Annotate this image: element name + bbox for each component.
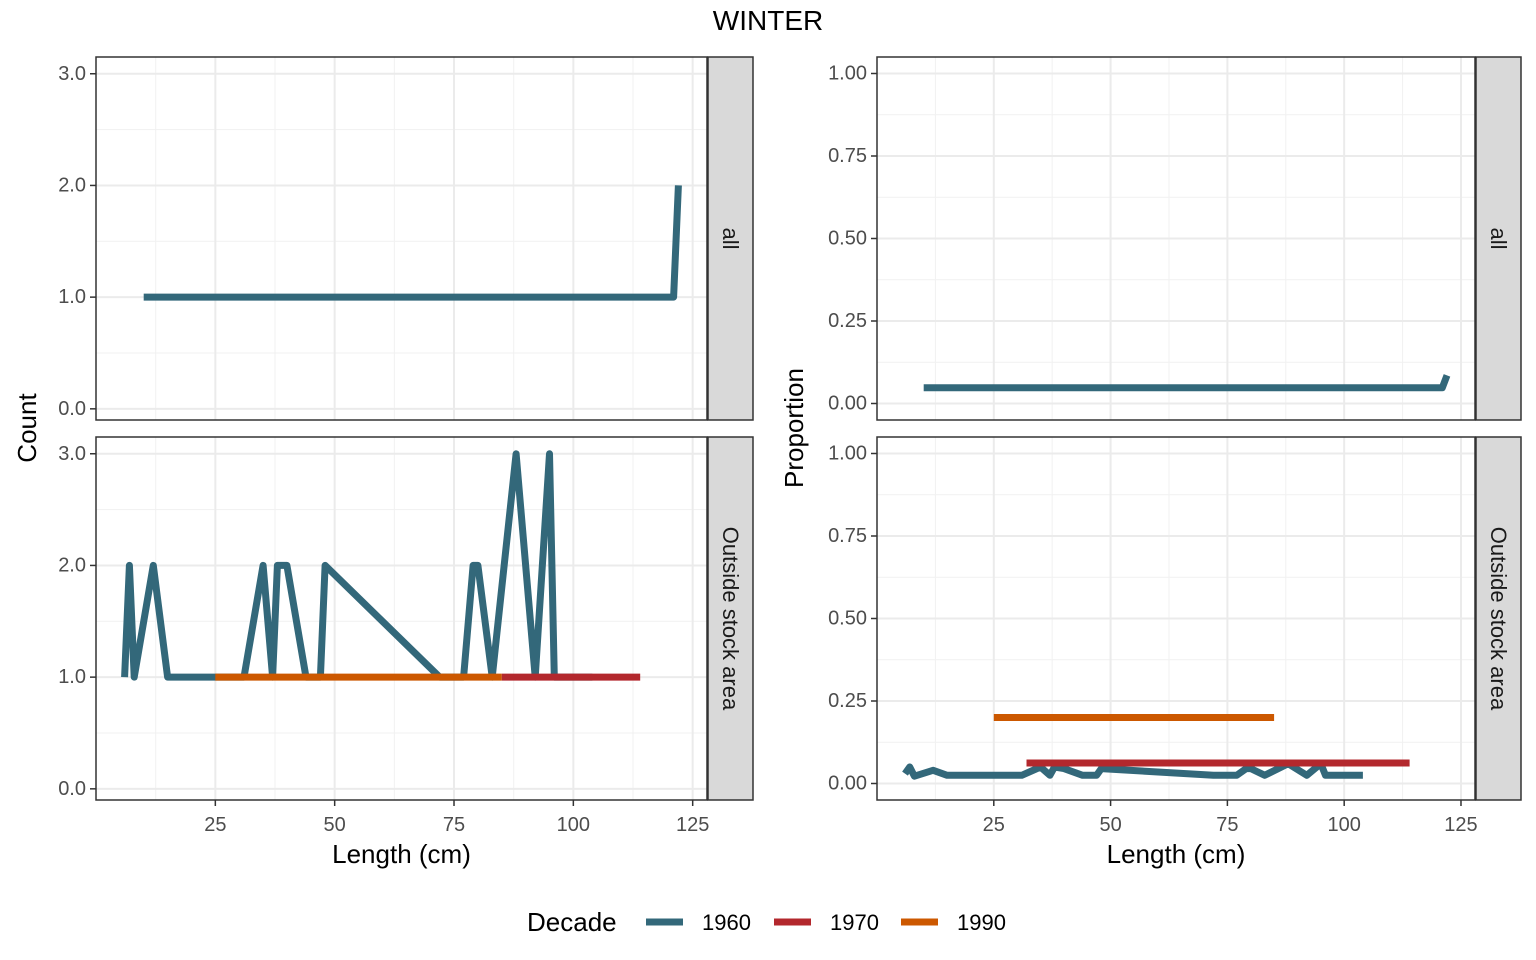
y-tick-label: 1.00 — [828, 443, 867, 465]
x-tick-label: 25 — [983, 814, 1005, 836]
y-tick-label: 1.00 — [828, 63, 867, 85]
y-tick-label: 2.0 — [58, 554, 86, 576]
panel-background — [96, 437, 707, 800]
x-tick-label: 25 — [204, 814, 226, 836]
facet-strip — [1475, 56, 1522, 421]
facet-strip-label: Outside stock area — [1486, 527, 1511, 711]
proportion-y-axis-title: Proportion — [779, 368, 809, 488]
y-tick-label: 2.0 — [58, 174, 86, 196]
legend-label: 1960 — [702, 910, 751, 935]
facet-strip — [707, 56, 754, 421]
panel-border — [95, 56, 708, 421]
y-tick-label: 3.0 — [58, 443, 86, 465]
y-tick-label: 0.00 — [828, 393, 867, 415]
count-panel-1: Outside stock area 0.0 1.0 2.0 3.0 25 50 75 100 1… — [58, 436, 754, 869]
legend-label: 1970 — [830, 910, 879, 935]
series-line-1960 — [923, 374, 1451, 392]
panel-background — [96, 57, 707, 420]
x-tick-label: 125 — [1444, 814, 1477, 836]
legend-label: 1990 — [957, 910, 1006, 935]
legend-item-1970: 1970 — [774, 910, 879, 935]
x-tick-label: 100 — [557, 814, 590, 836]
y-tick-label: 0.25 — [828, 310, 867, 332]
panel-border — [95, 436, 708, 801]
facet-strip-label: all — [1486, 227, 1511, 249]
y-tick-label: 0.0 — [58, 778, 86, 800]
proportion-x-axis-title: Length (cm) — [1107, 839, 1246, 869]
y-tick-label: 0.75 — [828, 145, 867, 167]
x-tick-label: 75 — [443, 814, 465, 836]
facet-strip — [1475, 436, 1522, 801]
count-y-axis-title: Count — [12, 393, 42, 463]
series-line-1960 — [143, 185, 682, 301]
count-x-axis-title: Length (cm) — [332, 839, 471, 869]
legend-title: Decade — [527, 907, 617, 937]
proportion-panel-1: Outside stock area 0.00 0.25 0.50 0.75 1.00 25… — [828, 436, 1522, 869]
x-tick-label: 50 — [1099, 814, 1121, 836]
facet-strip-label: Outside stock area — [718, 527, 743, 711]
count-panel-0: all 0.0 1.0 2.0 3.0 — [58, 56, 754, 421]
x-tick-label: 50 — [324, 814, 346, 836]
y-tick-label: 3.0 — [58, 63, 86, 85]
x-tick-label: 125 — [676, 814, 709, 836]
y-tick-label: 0.00 — [828, 773, 867, 795]
legend-item-1990: 1990 — [901, 910, 1006, 935]
y-tick-label: 0.75 — [828, 525, 867, 547]
x-tick-label: 100 — [1328, 814, 1361, 836]
y-tick-label: 0.50 — [828, 608, 867, 630]
y-tick-label: 0.0 — [58, 398, 86, 420]
legend: Decade 1960 1970 1990 — [527, 907, 1006, 937]
facet-strip — [707, 436, 754, 801]
legend-item-1960: 1960 — [646, 910, 751, 935]
facet-strip-label: all — [718, 227, 743, 249]
y-tick-label: 0.50 — [828, 228, 867, 250]
chart-title: WINTER — [713, 5, 823, 36]
proportion-panel-0: all 0.00 0.25 0.50 0.75 1.00 — [828, 56, 1522, 421]
y-tick-label: 0.25 — [828, 690, 867, 712]
y-tick-label: 1.0 — [58, 666, 86, 688]
panels-layer: Count all 0.0 1.0 2.0 3.0 Outside stock area 0.… — [12, 56, 1522, 869]
x-tick-label: 75 — [1216, 814, 1238, 836]
y-tick-label: 1.0 — [58, 286, 86, 308]
